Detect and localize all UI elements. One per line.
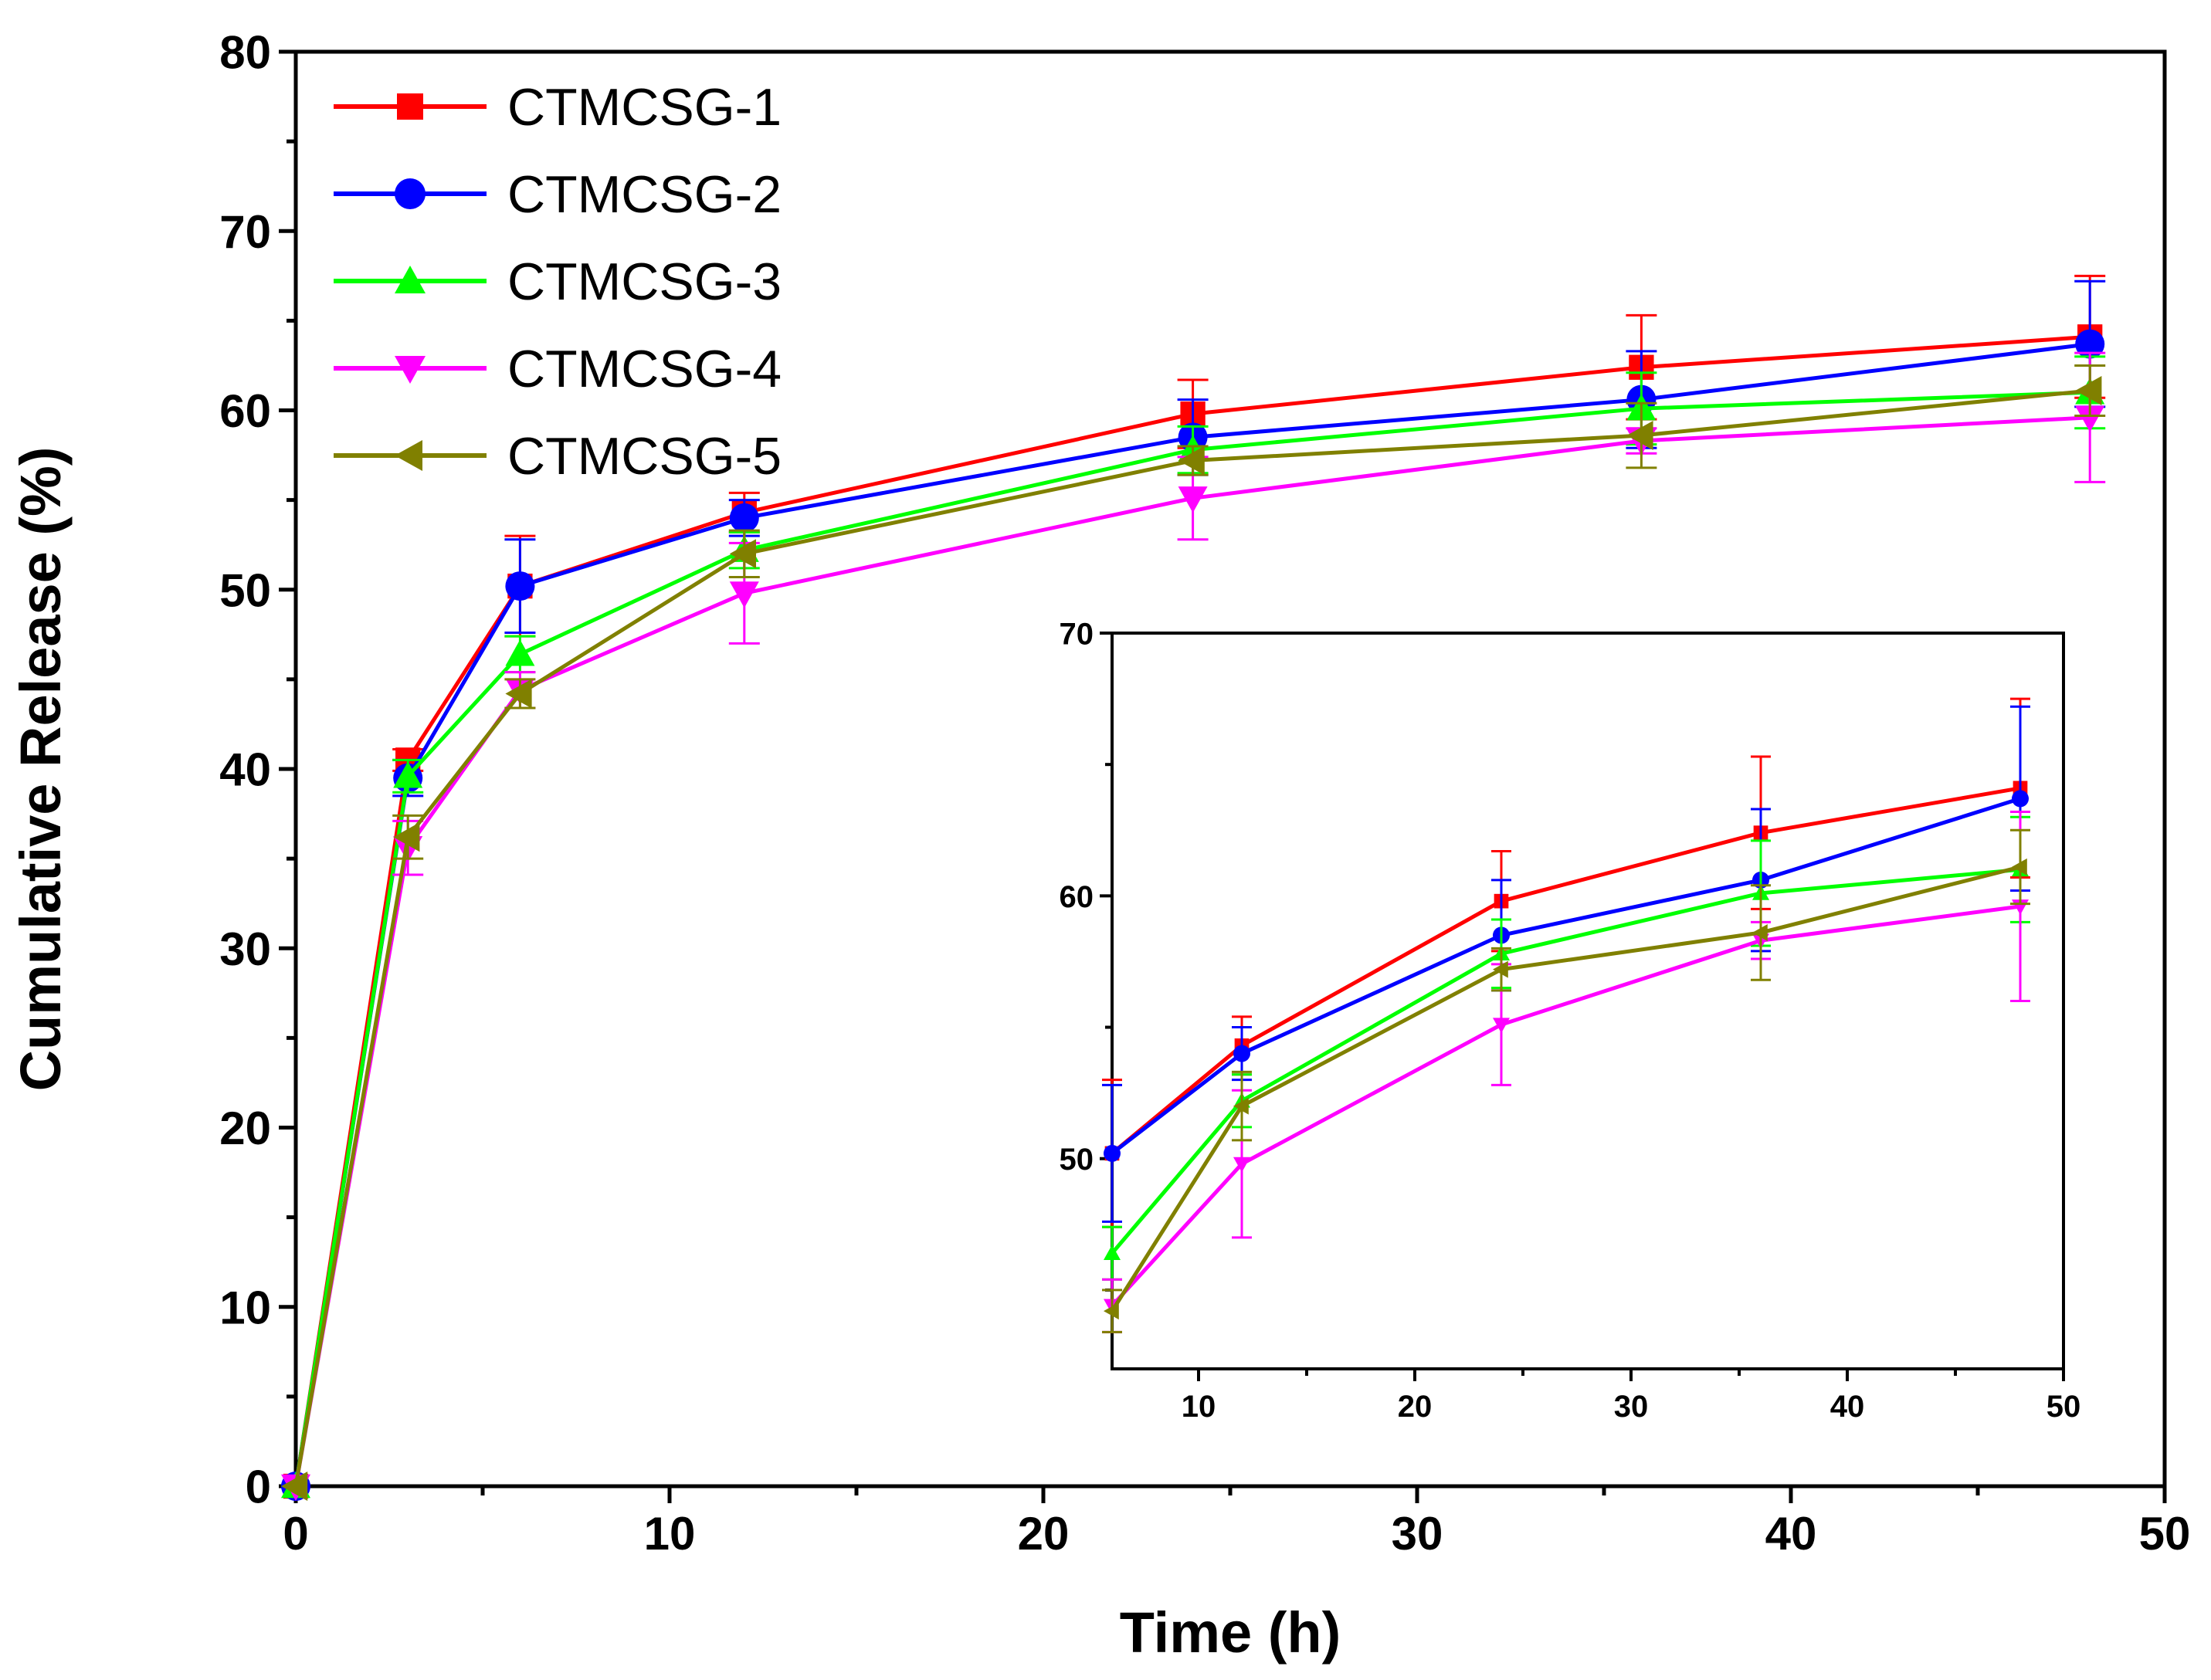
- data-point-ctmcsg-5: [281, 1472, 308, 1501]
- inset-axis-ticks: 10 20 30 40 50 50 60 70: [1060, 617, 2081, 1424]
- legend-label-ctmcsg-2: CTMCSG-2: [507, 165, 782, 224]
- data-point-ctmcsg-4: [2075, 405, 2105, 432]
- data-point-ctmcsg-2: [729, 503, 759, 533]
- y-tick-label: 30: [219, 923, 271, 975]
- data-point-ctmcsg-3: [505, 639, 535, 666]
- data-point-ctmcsg-2: [1104, 1144, 1121, 1162]
- data-point-ctmcsg-5: [2012, 858, 2027, 876]
- data-point-ctmcsg-5: [1178, 445, 1205, 476]
- y-tick-label: 20: [219, 1102, 271, 1154]
- data-point-ctmcsg-3: [393, 761, 423, 788]
- y-tick-label: 50: [1060, 1143, 1094, 1177]
- legend-item-ctmcsg-1: CTMCSG-1: [334, 78, 782, 137]
- data-point-ctmcsg-3: [1104, 1245, 1121, 1261]
- legend-label-ctmcsg-4: CTMCSG-4: [507, 340, 782, 398]
- legend-label-ctmcsg-5: CTMCSG-5: [507, 427, 782, 486]
- y-axis-title: Cumulative Release (%): [8, 447, 73, 1092]
- legend-label-ctmcsg-1: CTMCSG-1: [507, 78, 782, 137]
- data-point-ctmcsg-5: [505, 679, 532, 709]
- data-point-ctmcsg-4: [1233, 1157, 1250, 1173]
- data-point-ctmcsg-5: [1493, 960, 1508, 978]
- data-point-ctmcsg-5: [1752, 924, 1768, 942]
- data-point-ctmcsg-4: [729, 581, 759, 608]
- data-point-ctmcsg-5: [1233, 1097, 1249, 1115]
- main-series-group: [281, 274, 2106, 1501]
- x-tick-label: 30: [1392, 1508, 1443, 1560]
- y-tick-label: 80: [219, 27, 271, 79]
- x-tick-label: 50: [2047, 1390, 2081, 1424]
- inset-plot: 10 20 30 40 50 50 60 70: [1060, 617, 2081, 1424]
- data-point-ctmcsg-2: [2012, 790, 2029, 808]
- x-tick-label: 0: [283, 1508, 308, 1560]
- series-ctmcsg-5: [1102, 828, 2030, 1333]
- data-point-ctmcsg-5: [729, 539, 756, 569]
- x-axis-title: Time (h): [1120, 1600, 1341, 1665]
- legend-marker-ctmcsg-2: [395, 178, 426, 209]
- data-point-ctmcsg-4: [1493, 1018, 1510, 1034]
- y-tick-label: 60: [1060, 880, 1094, 914]
- x-tick-label: 30: [1614, 1390, 1649, 1424]
- data-point-ctmcsg-5: [2075, 375, 2102, 405]
- x-tick-label: 40: [1765, 1508, 1817, 1560]
- y-tick-label: 0: [246, 1462, 271, 1513]
- legend-marker-ctmcsg-4: [395, 356, 426, 384]
- legend-item-ctmcsg-2: CTMCSG-2: [334, 165, 782, 224]
- data-point-ctmcsg-4: [1178, 486, 1208, 513]
- y-tick-label: 60: [219, 385, 271, 437]
- legend-item-ctmcsg-3: CTMCSG-3: [334, 252, 782, 311]
- main-axis-ticks: 0 10 20 30 40 50 0 10 20 30 40 50 60 70 80: [219, 27, 2190, 1560]
- data-point-ctmcsg-5: [1104, 1302, 1119, 1320]
- inset-plot-frame: [1111, 632, 2065, 1370]
- legend-label-ctmcsg-3: CTMCSG-3: [507, 252, 782, 311]
- data-point-ctmcsg-2: [1233, 1045, 1250, 1062]
- legend-item-ctmcsg-5: CTMCSG-5: [334, 427, 782, 486]
- data-point-ctmcsg-5: [1626, 421, 1653, 451]
- x-tick-label: 40: [1830, 1390, 1865, 1424]
- x-tick-label: 10: [644, 1508, 696, 1560]
- main-plot: 0 10 20 30 40 50 0 10 20 30 40 50 60 70 80 Time (h) Cu…: [8, 27, 2190, 1665]
- x-tick-label: 50: [2139, 1508, 2191, 1560]
- legend-marker-ctmcsg-1: [397, 93, 423, 120]
- legend-marker-ctmcsg-3: [395, 266, 426, 293]
- data-point-ctmcsg-2: [505, 571, 535, 601]
- y-tick-label: 10: [219, 1282, 271, 1333]
- inset-series-group: [1102, 697, 2030, 1333]
- data-point-ctmcsg-2: [2075, 329, 2105, 359]
- y-tick-label: 70: [1060, 617, 1094, 651]
- y-tick-label: 40: [219, 744, 271, 796]
- legend: CTMCSG-1 CTMCSG-2 CTMCSG-3 CTMCSG-4 CTMCSG-5: [334, 78, 782, 486]
- legend-marker-ctmcsg-5: [395, 440, 422, 471]
- y-tick-label: 50: [219, 564, 271, 616]
- x-tick-label: 20: [1398, 1390, 1433, 1424]
- data-point-ctmcsg-5: [393, 822, 420, 852]
- x-tick-label: 10: [1182, 1390, 1216, 1424]
- series-ctmcsg-5: [281, 364, 2106, 1501]
- y-tick-label: 70: [219, 206, 271, 258]
- legend-item-ctmcsg-4: CTMCSG-4: [334, 340, 782, 398]
- x-tick-label: 20: [1018, 1508, 1070, 1560]
